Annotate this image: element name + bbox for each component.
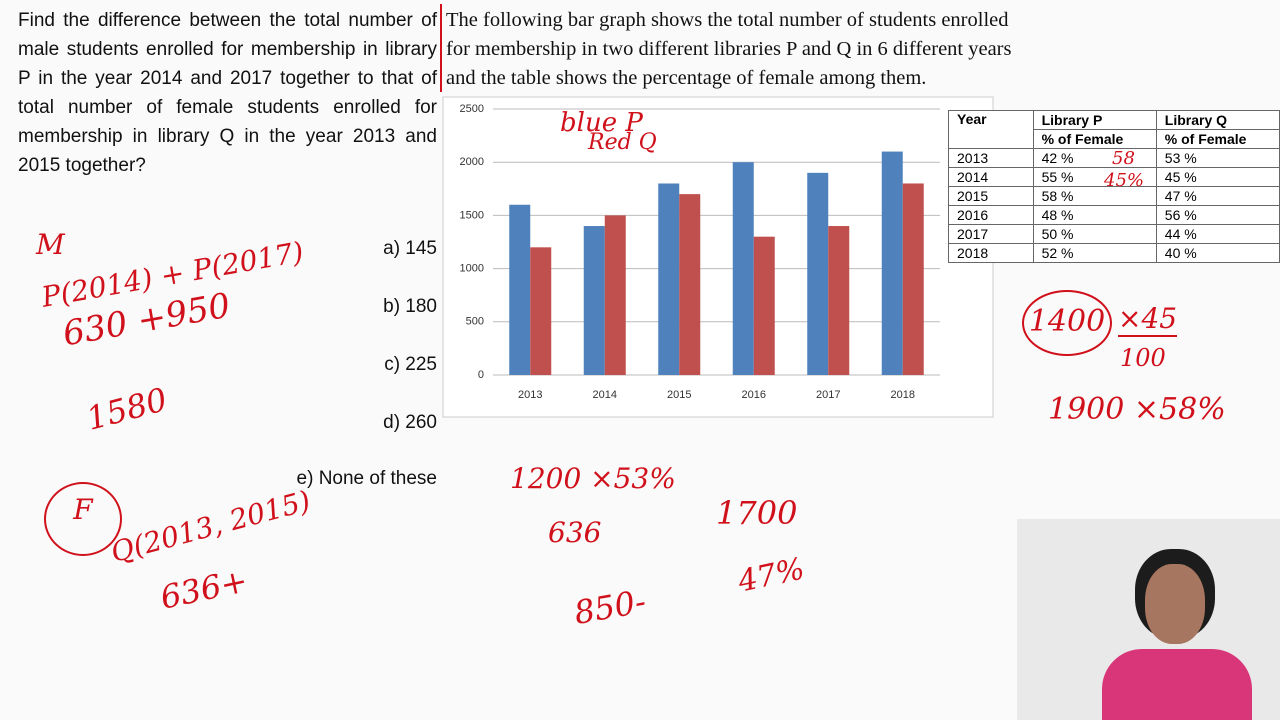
y-tick-label: 2500 [460,103,484,115]
table-cell: 48 % [1032,205,1157,225]
note: 100 [1120,344,1166,372]
table-header: Library Q [1155,110,1280,130]
note: 1400 [1022,290,1112,356]
y-tick-label: 1500 [460,209,484,221]
bar [658,183,680,375]
note: 1900 ×58% [1048,392,1226,427]
table-cell: 44 % [1155,224,1280,244]
option: d) 260 [383,412,437,433]
y-tick-label: 1000 [460,263,484,275]
note: 58 [1112,148,1135,169]
table-subheader: % of Female [1155,129,1280,149]
y-tick-label: 0 [478,369,484,381]
bar [530,247,552,375]
bar [902,183,924,375]
note: Red Q [588,130,657,155]
note: F [44,482,122,556]
option: c) 225 [384,354,437,375]
table-cell: 2013 [948,148,1034,168]
table-row: 2013 42 % 53 % [948,148,1280,168]
note: ×45 [1118,302,1178,337]
bar [753,236,775,375]
table-row: 2018 52 % 40 % [948,243,1280,263]
note: 1700 [716,494,798,532]
bar [732,162,754,375]
table-subheader: % of Female [1032,129,1157,149]
bar [583,226,605,375]
bar [881,151,903,375]
x-tick-label: 2015 [667,389,691,401]
table-cell: 47 % [1155,186,1280,206]
bar [807,172,829,375]
question: Find the difference between the total nu… [18,10,437,176]
x-tick-label: 2013 [518,389,542,401]
note: M [36,228,65,261]
pen-stroke [440,4,442,92]
bar [604,215,626,375]
table-row: 2014 55 % 45 % [948,167,1280,187]
table-cell: 2014 [948,167,1034,187]
table-cell: 56 % [1155,205,1280,225]
table-body: 2013 42 % 53 % 2014 55 % 45 % 2015 58 % 47 % 2016… [948,148,1280,263]
bar [828,226,850,375]
table-cell: 2018 [948,243,1034,263]
table-cell: 50 % [1032,224,1157,244]
option: b) 180 [383,296,437,317]
webcam [1017,519,1280,720]
option: e) None of these [296,468,437,489]
table-cell: 2017 [948,224,1034,244]
table-cell: 2016 [948,205,1034,225]
table-row: 2017 50 % 44 % [948,224,1280,244]
passage-line: The following bar graph shows the total … [446,9,1009,31]
table-cell: 2015 [948,186,1034,206]
note: 1200 ×53% [510,462,676,495]
webcam-body [1102,649,1252,720]
table-header: Library P [1032,110,1157,130]
passage-line: for membership in two different librarie… [446,38,1012,60]
table-cell: 45 % [1155,167,1280,187]
x-tick-label: 2014 [593,389,617,401]
bar [679,194,701,375]
table-cell: 53 % [1155,148,1280,168]
table-header: Year [948,110,1034,149]
passage-line: and the table shows the percentage of fe… [446,67,927,89]
table-cell: 42 % [1032,148,1157,168]
note: blue P [560,108,643,138]
note: 636 [548,516,602,549]
bar [509,204,531,375]
passage: The following bar graph shows the total … [446,6,1012,93]
table-cell: 40 % [1155,243,1280,263]
data-table: Year Library P Library Q % of Female % o… [948,110,1280,263]
note: 45% [1104,170,1145,191]
y-tick-label: 500 [466,316,484,328]
table-cell: 52 % [1032,243,1157,263]
x-tick-label: 2017 [816,389,840,401]
x-tick-label: 2018 [891,389,915,401]
x-tick-label: 2016 [742,389,766,401]
y-tick-label: 2000 [460,156,484,168]
option: a) 145 [383,238,437,259]
webcam-face [1145,564,1205,644]
table-row: 2016 48 % 56 % [948,205,1280,225]
